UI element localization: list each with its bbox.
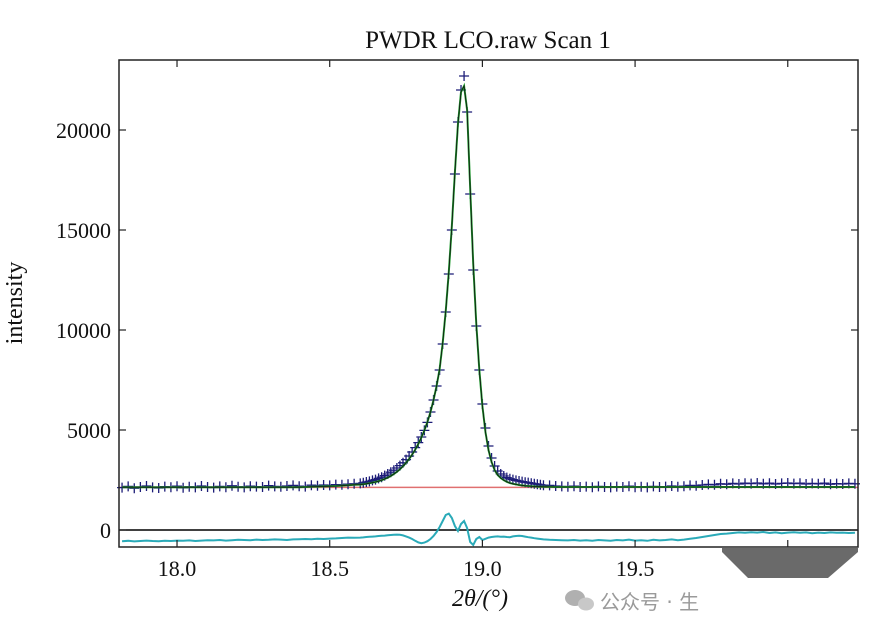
- x-tick-label: 18.0: [158, 556, 197, 581]
- y-tick-label: 15000: [56, 218, 111, 243]
- observed-point: [709, 479, 720, 490]
- y-tick-label: 10000: [56, 318, 111, 343]
- wechat-icon: [565, 590, 594, 611]
- y-axis-label: intensity: [2, 262, 28, 345]
- x-axis-label: 2θ/(°): [452, 586, 508, 612]
- observed-point: [141, 481, 152, 491]
- observed-point: [459, 71, 470, 81]
- calculated-curve: [122, 82, 855, 489]
- x-tick-label: 19.5: [616, 556, 655, 581]
- chart-title: PWDR LCO.raw Scan 1: [365, 27, 611, 54]
- y-tick-label: 5000: [67, 418, 111, 443]
- observed-point: [288, 480, 299, 491]
- observed-point: [691, 480, 702, 491]
- difference-curve: [121, 512, 855, 547]
- observed-point: [196, 481, 207, 491]
- calculated-curve-core: [122, 84, 855, 488]
- observed-point: [263, 480, 274, 491]
- watermark: 公众号 · 生: [565, 547, 858, 614]
- axis-ticks: 18.0 18.5 19.0 19.5 0 5000 10000 15000 20000: [56, 60, 858, 581]
- watermark-text: 公众号 · 生: [600, 590, 699, 614]
- x-tick-label: 18.5: [310, 556, 349, 581]
- watermark-shape: [722, 547, 858, 578]
- observed-markers: [117, 71, 860, 494]
- observed-point: [226, 480, 237, 491]
- y-tick-label: 20000: [56, 118, 111, 143]
- plot-frame: [118, 59, 859, 548]
- y-tick-label: 0: [100, 518, 111, 543]
- plot-area: [117, 71, 860, 547]
- x-tick-label: 19.0: [463, 556, 502, 581]
